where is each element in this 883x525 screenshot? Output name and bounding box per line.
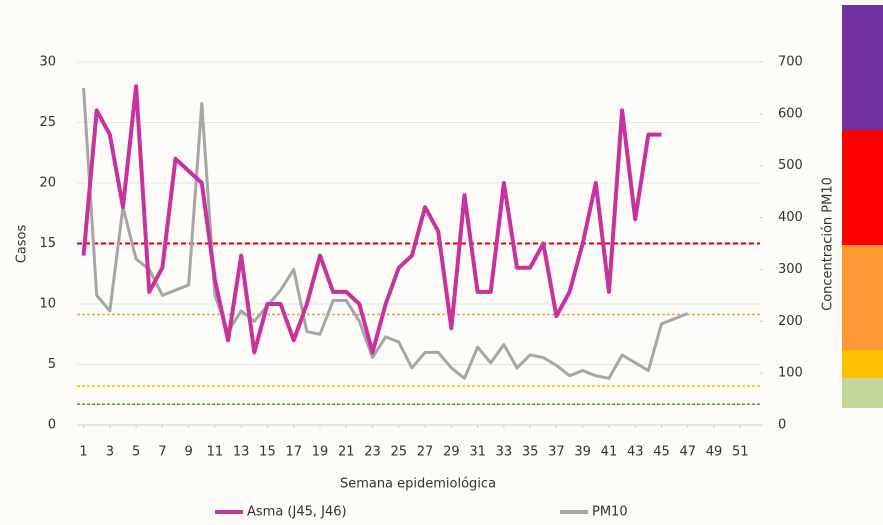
x-tick-label: 3 bbox=[106, 445, 114, 460]
x-tick-label: 1 bbox=[79, 445, 87, 460]
y-tick-label: 15 bbox=[39, 236, 56, 251]
y-tick-label: 5 bbox=[48, 357, 56, 372]
y2-tick-label: 600 bbox=[778, 106, 803, 121]
y2-tick-label: 400 bbox=[778, 210, 803, 225]
y-tick-label: 25 bbox=[39, 115, 56, 130]
y-tick-label: 10 bbox=[39, 297, 56, 312]
x-tick-label: 29 bbox=[443, 445, 460, 460]
x-tick-label: 27 bbox=[417, 445, 434, 460]
legend-label: Asma (J45, J46) bbox=[247, 505, 347, 520]
y2-tick-label: 300 bbox=[778, 262, 803, 277]
x-tick-label: 9 bbox=[185, 445, 193, 460]
scale-band bbox=[842, 5, 883, 130]
y2-axis-label: Concentración PM10 bbox=[821, 177, 836, 311]
x-axis-label: Semana epidemiológica bbox=[340, 477, 496, 492]
x-tick-label: 15 bbox=[259, 445, 276, 460]
x-tick-label: 5 bbox=[132, 445, 140, 460]
x-tick-label: 37 bbox=[548, 445, 565, 460]
x-tick-label: 45 bbox=[653, 445, 670, 460]
y2-tick-label: 700 bbox=[778, 55, 803, 70]
x-tick-label: 11 bbox=[207, 445, 224, 460]
x-tick-label: 23 bbox=[364, 445, 381, 460]
scale-band bbox=[842, 130, 883, 245]
x-tick-label: 43 bbox=[627, 445, 644, 460]
y-tick-label: 30 bbox=[39, 55, 56, 70]
x-tick-label: 21 bbox=[338, 445, 355, 460]
legend-label: PM10 bbox=[592, 505, 628, 520]
scale-band bbox=[842, 245, 883, 350]
y2-tick-label: 500 bbox=[778, 158, 803, 173]
x-tick-label: 17 bbox=[285, 445, 302, 460]
scale-band bbox=[842, 378, 883, 408]
y2-tick-label: 200 bbox=[778, 314, 803, 329]
x-tick-label: 47 bbox=[679, 445, 696, 460]
series-line bbox=[82, 87, 689, 380]
y2-tick-label: 100 bbox=[778, 366, 803, 381]
y2-tick-label: 0 bbox=[778, 418, 786, 433]
x-tick-label: 35 bbox=[522, 445, 539, 460]
series-line bbox=[81, 84, 662, 355]
x-tick-label: 49 bbox=[706, 445, 723, 460]
x-tick-label: 25 bbox=[391, 445, 408, 460]
x-tick-label: 7 bbox=[158, 445, 166, 460]
x-tick-label: 31 bbox=[469, 445, 486, 460]
x-tick-label: 41 bbox=[601, 445, 618, 460]
y-tick-label: 20 bbox=[39, 176, 56, 191]
x-tick-label: 13 bbox=[233, 445, 250, 460]
x-tick-label: 51 bbox=[732, 445, 749, 460]
x-tick-label: 19 bbox=[312, 445, 329, 460]
scale-band bbox=[842, 350, 883, 378]
x-tick-label: 39 bbox=[574, 445, 591, 460]
y-axis-label: Casos bbox=[15, 225, 30, 264]
x-tick-label: 33 bbox=[496, 445, 513, 460]
y-tick-label: 0 bbox=[48, 418, 56, 433]
